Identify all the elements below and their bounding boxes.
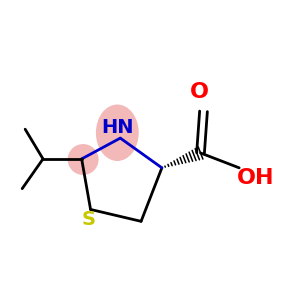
Ellipse shape [68, 144, 99, 175]
Ellipse shape [96, 104, 139, 161]
Text: HN: HN [101, 118, 134, 137]
Text: O: O [190, 82, 208, 102]
Text: OH: OH [237, 168, 274, 188]
Text: S: S [82, 210, 96, 229]
